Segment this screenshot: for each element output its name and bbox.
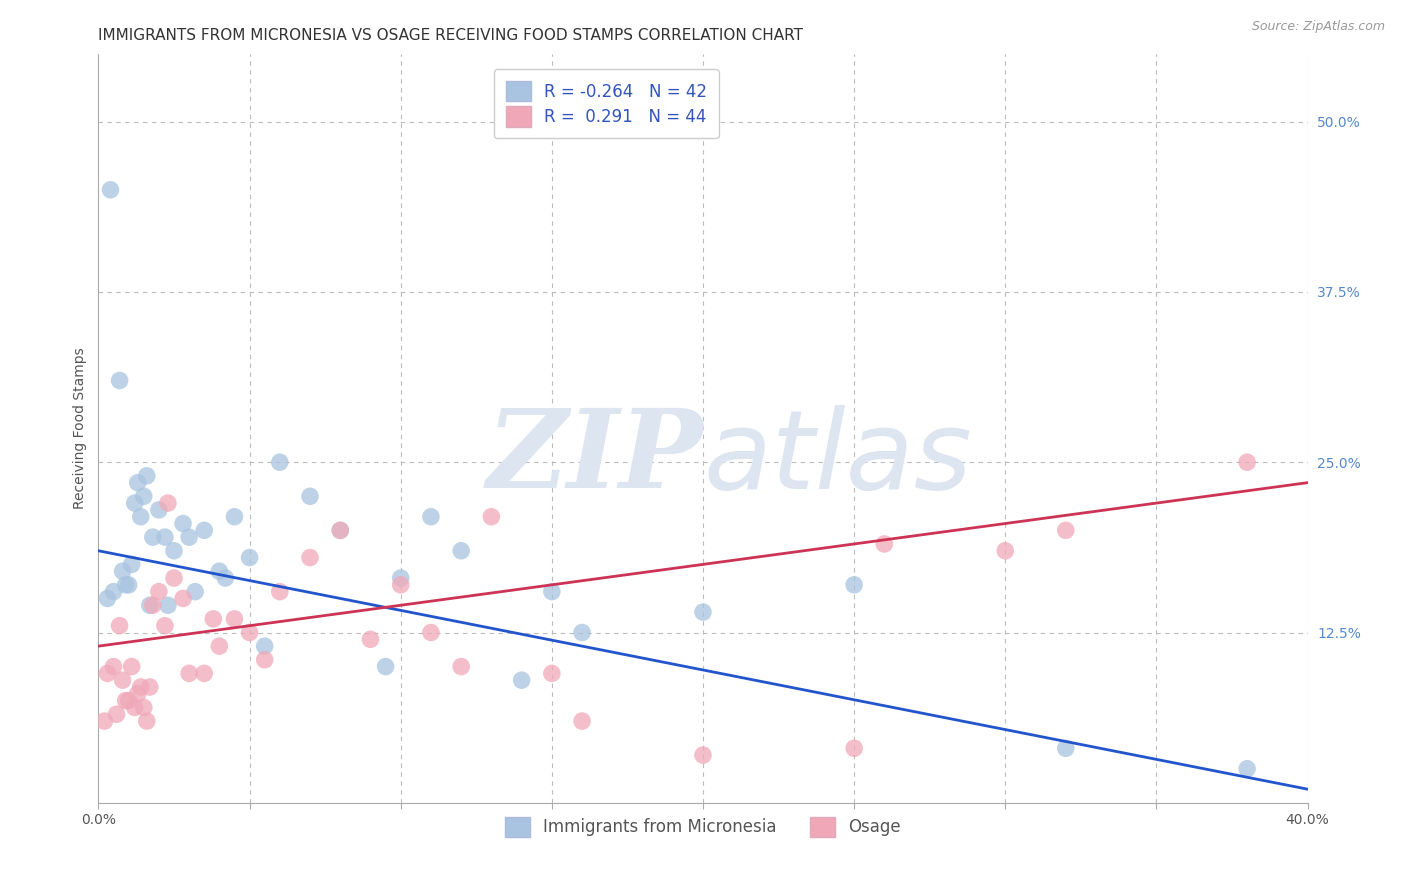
Text: IMMIGRANTS FROM MICRONESIA VS OSAGE RECEIVING FOOD STAMPS CORRELATION CHART: IMMIGRANTS FROM MICRONESIA VS OSAGE RECE… (98, 28, 803, 43)
Point (389, 571, 412, 585)
Point (193, 666, 215, 681)
Point (163, 543, 186, 558)
Point (179, 530, 201, 544)
Point (156, 496, 179, 510)
Point (148, 503, 170, 517)
Point (208, 639, 231, 653)
Point (103, 659, 125, 673)
Point (172, 516, 194, 531)
Point (129, 509, 152, 524)
Point (420, 509, 443, 524)
Point (142, 530, 165, 544)
Point (450, 659, 472, 673)
Point (269, 455, 291, 469)
Point (329, 524, 352, 538)
Point (994, 543, 1017, 558)
Text: Source: ZipAtlas.com: Source: ZipAtlas.com (1251, 20, 1385, 33)
Point (118, 693, 141, 707)
Point (142, 599, 165, 613)
Point (135, 468, 157, 483)
Point (179, 666, 201, 681)
Point (389, 578, 412, 592)
Y-axis label: Receiving Food Stamps: Receiving Food Stamps (73, 347, 87, 509)
Point (450, 543, 472, 558)
Point (139, 680, 162, 694)
Point (108, 618, 131, 632)
Point (1054, 524, 1077, 538)
Point (108, 374, 131, 388)
Point (124, 700, 146, 714)
Point (156, 599, 179, 613)
Text: atlas: atlas (703, 405, 972, 512)
Point (114, 693, 136, 707)
Point (571, 714, 593, 728)
Point (184, 584, 207, 599)
Legend: Immigrants from Micronesia, Osage: Immigrants from Micronesia, Osage (495, 806, 911, 847)
Point (540, 584, 562, 599)
Point (172, 591, 194, 606)
Point (1236, 455, 1258, 469)
Point (129, 680, 152, 694)
Point (127, 475, 149, 490)
Point (692, 605, 714, 619)
Point (510, 673, 533, 688)
Point (111, 564, 134, 578)
Point (844, 578, 866, 592)
Point (692, 748, 714, 763)
Point (132, 489, 155, 503)
Point (135, 714, 157, 728)
Point (873, 537, 896, 551)
Point (127, 687, 149, 701)
Point (103, 584, 125, 599)
Point (360, 632, 382, 647)
Point (193, 524, 215, 538)
Point (224, 612, 246, 626)
Point (540, 666, 562, 681)
Point (93, 714, 115, 728)
Point (124, 496, 146, 510)
Point (148, 584, 170, 599)
Point (374, 659, 396, 673)
Point (224, 509, 246, 524)
Point (1054, 741, 1077, 756)
Point (1236, 762, 1258, 776)
Point (299, 489, 322, 503)
Point (420, 625, 443, 640)
Point (153, 618, 176, 632)
Point (118, 578, 141, 592)
Point (153, 530, 176, 544)
Point (253, 639, 276, 653)
Point (214, 571, 236, 585)
Point (111, 673, 134, 688)
Point (202, 612, 225, 626)
Point (96, 591, 118, 606)
Point (269, 584, 291, 599)
Point (299, 550, 322, 565)
Point (100, 183, 122, 197)
Point (114, 578, 136, 592)
Point (481, 509, 503, 524)
Point (253, 653, 276, 667)
Point (132, 700, 155, 714)
Point (571, 625, 593, 640)
Point (105, 707, 128, 722)
Point (239, 625, 262, 640)
Point (96, 666, 118, 681)
Text: ZIP: ZIP (486, 404, 703, 512)
Point (139, 599, 162, 613)
Point (121, 558, 143, 572)
Point (163, 571, 186, 585)
Point (208, 564, 231, 578)
Point (844, 741, 866, 756)
Point (329, 524, 352, 538)
Point (121, 659, 143, 673)
Point (239, 550, 262, 565)
